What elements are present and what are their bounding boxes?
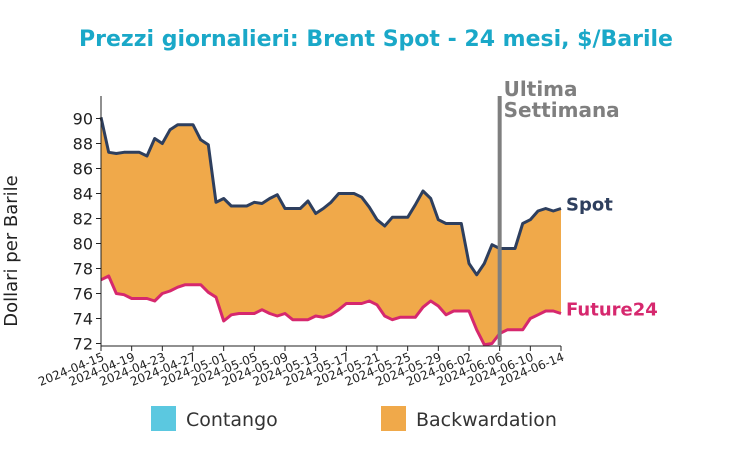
y-tick-label: 72 bbox=[73, 335, 93, 354]
legend-swatch-contango bbox=[151, 406, 176, 431]
plot-area: 727476788082848688902024-04-152024-04-19… bbox=[1, 77, 658, 389]
legend: Contango Backwardation bbox=[151, 406, 557, 431]
y-tick-label: 78 bbox=[73, 260, 93, 279]
y-tick-label: 90 bbox=[73, 110, 93, 129]
legend-swatch-backwardation bbox=[381, 406, 406, 431]
y-tick-label: 88 bbox=[73, 135, 93, 154]
legend-label-contango: Contango bbox=[186, 409, 278, 431]
y-tick-label: 84 bbox=[73, 185, 93, 204]
vline-label: Ultima bbox=[504, 77, 578, 101]
y-tick-label: 76 bbox=[73, 285, 93, 304]
y-tick-label: 80 bbox=[73, 235, 93, 254]
series-line-spot bbox=[99, 116, 562, 277]
chart-title: Prezzi giornalieri: Brent Spot - 24 mesi… bbox=[79, 27, 673, 52]
backwardation-fill bbox=[101, 117, 561, 345]
y-axis-label: Dollari per Barile bbox=[1, 175, 22, 327]
vline-label: Settimana bbox=[504, 98, 620, 122]
y-tick-label: 82 bbox=[73, 210, 93, 229]
y-tick-label: 74 bbox=[73, 310, 93, 329]
y-tick-label: 86 bbox=[73, 160, 93, 179]
series-label-future24: Future24 bbox=[566, 300, 658, 321]
series-line-future24 bbox=[100, 274, 562, 347]
legend-label-backwardation: Backwardation bbox=[416, 409, 557, 431]
series-label-spot: Spot bbox=[566, 195, 613, 216]
